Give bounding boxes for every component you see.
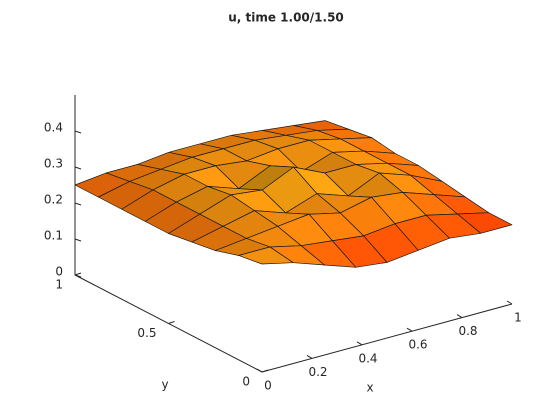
x-tick <box>356 341 363 346</box>
z-tick-label: 0.3 <box>44 157 63 171</box>
x-tick-label: 0.8 <box>458 324 477 338</box>
x-tick <box>456 314 463 319</box>
y-tick-label: 1 <box>55 278 63 292</box>
x-axis <box>261 303 513 373</box>
x-tick <box>256 368 263 373</box>
x-tick-label: 1 <box>514 311 522 325</box>
y-tick-label: 0 <box>242 375 250 389</box>
z-tick-label: 0.4 <box>44 121 63 135</box>
z-tick <box>74 130 82 134</box>
z-tick <box>74 274 82 278</box>
z-tick-label: 0 <box>55 265 63 279</box>
x-tick-label: 0 <box>264 379 272 393</box>
z-tick <box>74 166 82 170</box>
z-tick-label: 0.1 <box>44 229 63 243</box>
z-tick <box>74 238 82 242</box>
y-tick-label: 0.5 <box>137 326 156 340</box>
z-tick <box>74 202 82 206</box>
x-tick-label: 0.4 <box>358 351 377 365</box>
y-tick <box>74 272 82 276</box>
x-tick <box>406 327 413 332</box>
x-tick <box>506 300 513 305</box>
x-tick-label: 0.2 <box>308 365 327 379</box>
z-tick-label: 0.2 <box>44 193 63 207</box>
x-tick <box>306 354 313 359</box>
y-axis-label: y <box>161 378 168 392</box>
y-tick <box>168 321 175 324</box>
x-axis-label: x <box>366 381 373 395</box>
x-tick-label: 0.6 <box>408 338 427 352</box>
surface-patch <box>238 246 294 265</box>
chart-title: u, time 1.00/1.50 <box>228 11 344 25</box>
y-tick <box>261 369 269 373</box>
